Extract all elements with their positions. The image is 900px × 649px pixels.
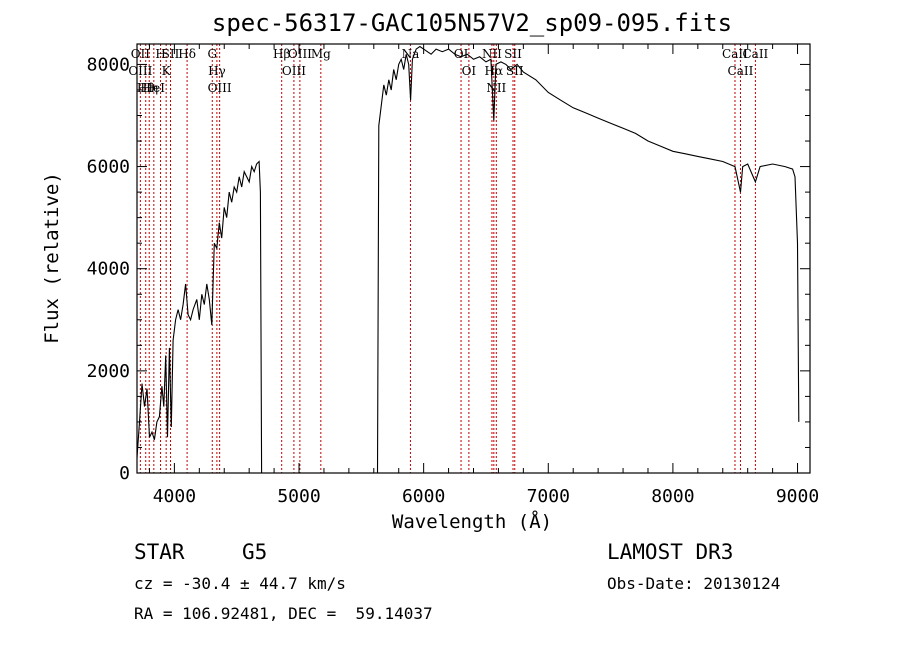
object-class: STAR bbox=[134, 540, 185, 564]
x-tick-label: 4000 bbox=[153, 486, 196, 507]
x-tick-label: 7000 bbox=[527, 486, 570, 507]
x-tick-label: 9000 bbox=[776, 486, 819, 507]
survey-name: LAMOST DR3 bbox=[607, 540, 734, 564]
spectral-line-label: G bbox=[207, 47, 217, 61]
spectral-line-label: CaII bbox=[722, 47, 748, 61]
spectral-line-label: OI bbox=[454, 47, 469, 61]
axis-ticks: 4000 5000 6000 7000 8000 9000 0 2000 4000 6000 800… bbox=[87, 44, 819, 507]
spectral-line-label: OI bbox=[462, 64, 477, 78]
spectral-line-label: OIII bbox=[128, 64, 152, 78]
object-subclass: G5 bbox=[242, 540, 268, 564]
spectral-line-label: H bbox=[155, 47, 165, 61]
spectral-line-label: Hγ bbox=[208, 64, 226, 78]
spectral-line-label: SII bbox=[504, 47, 522, 61]
spectral-line-label: CaII bbox=[742, 47, 768, 61]
y-tick-label: 6000 bbox=[87, 157, 130, 178]
y-tick-label: 8000 bbox=[87, 54, 130, 75]
chart-title: spec-56317-GAC105N57V2_sp09-095.fits bbox=[212, 9, 732, 37]
spectral-line-label: Mg bbox=[311, 47, 331, 61]
flux-line-segment bbox=[136, 160, 263, 474]
spectral-line-label: Hα bbox=[485, 64, 504, 78]
spectral-line-label: Hθ bbox=[137, 81, 155, 95]
plot-frame bbox=[136, 43, 811, 474]
redshift-info: cz = -30.4 ± 44.7 km/s bbox=[134, 574, 346, 593]
observation-date: Obs-Date: 20130124 bbox=[607, 574, 781, 593]
spectral-line-label: OIII bbox=[288, 47, 312, 61]
flux-series bbox=[136, 45, 800, 474]
spectral-line-label: SII bbox=[162, 47, 180, 61]
spectral-line-label: OIII bbox=[282, 64, 306, 78]
spectral-line-label: CaII bbox=[728, 64, 754, 78]
spectral-line-label: K bbox=[162, 64, 172, 78]
spectral-line-label: OII bbox=[131, 47, 151, 61]
coordinates-info: RA = 106.92481, DEC = 59.14037 bbox=[134, 604, 433, 623]
spectral-line-label: Hη bbox=[140, 81, 158, 95]
spectral-line-label: HeI bbox=[143, 81, 166, 95]
spectral-line-label: Hβ bbox=[273, 47, 290, 61]
x-axis-label: Wavelength (Å) bbox=[392, 510, 552, 533]
y-tick-label: 4000 bbox=[87, 259, 130, 280]
spectral-line-label: Hδ bbox=[178, 47, 196, 61]
spectral-line-label: NII bbox=[482, 47, 502, 61]
flux-line-segment bbox=[376, 45, 800, 474]
x-tick-label: 8000 bbox=[651, 486, 694, 507]
spectral-line-label: OIII bbox=[208, 81, 232, 95]
x-tick-label: 5000 bbox=[277, 486, 320, 507]
y-tick-label: 0 bbox=[119, 463, 130, 484]
spectral-line-markers bbox=[139, 44, 756, 473]
y-axis-label: Flux (relative) bbox=[41, 172, 63, 344]
x-tick-label: 6000 bbox=[402, 486, 445, 507]
y-tick-label: 2000 bbox=[87, 361, 130, 382]
spectral-line-label: NII bbox=[486, 81, 506, 95]
